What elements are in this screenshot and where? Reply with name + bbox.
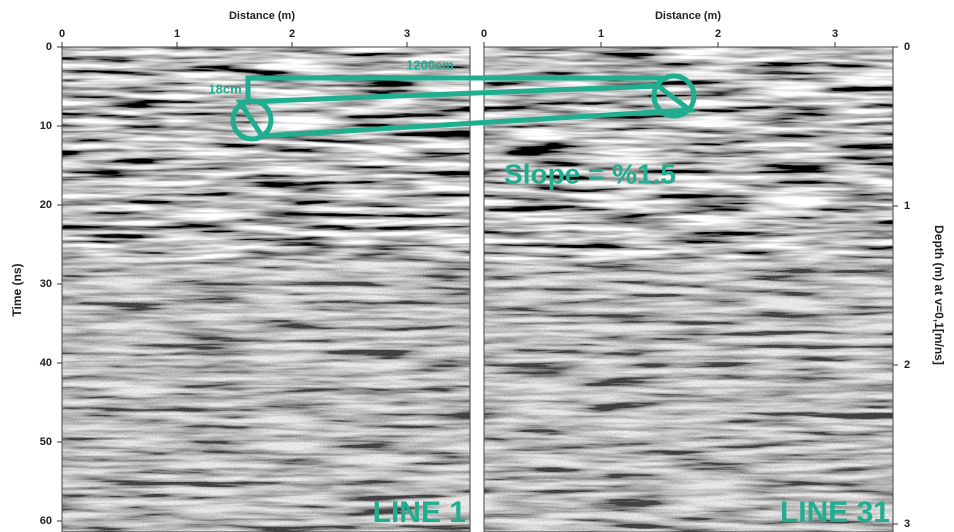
panel-label: LINE 31 [780,496,890,529]
right-target [651,73,697,119]
panel-label: LINE 1 [373,496,466,529]
y-tick-label: 10 [40,120,52,132]
y2-tick-label: 2 [904,359,910,371]
x-axis-title: Distance (m) [229,10,295,22]
height-annotation: 18cm [208,81,241,96]
y-tick-label: 60 [40,515,52,527]
left-noise [62,260,470,532]
y-tick-label: 40 [40,357,52,369]
slope-annotation: Slope = %1.5 [504,158,676,189]
left-frame [61,46,471,532]
y-tick-label: 20 [40,199,52,211]
y2-tick-label: 1 [904,200,910,212]
y-tick-label: 30 [40,278,52,290]
length-bracket [245,75,668,100]
x-axis-title: Distance (m) [655,10,721,22]
x-tick-label: 2 [715,28,721,40]
right-noise [484,260,893,532]
x-tick-label: 1 [174,28,180,40]
y2-tick-label: 3 [904,518,910,530]
x-tick-label: 3 [832,28,838,40]
y-tick-label: 0 [46,41,52,53]
x-tick-label: 1 [598,28,604,40]
annotation-shapes [230,73,697,142]
x-tick-label: 0 [481,28,487,40]
x-tick-label: 2 [289,28,295,40]
y2-axis-title: Depth (m) at v=0,1[m/ns] [932,225,946,365]
y-axis-title: Time (ns) [10,263,24,316]
x-tick-label: 3 [404,28,410,40]
right-frame [483,46,894,532]
y2-tick-label: 0 [904,41,910,53]
x-tick-label: 0 [59,28,65,40]
length-annotation: 1200cm [406,57,454,72]
left-target [230,98,274,142]
y-tick-label: 50 [40,436,52,448]
